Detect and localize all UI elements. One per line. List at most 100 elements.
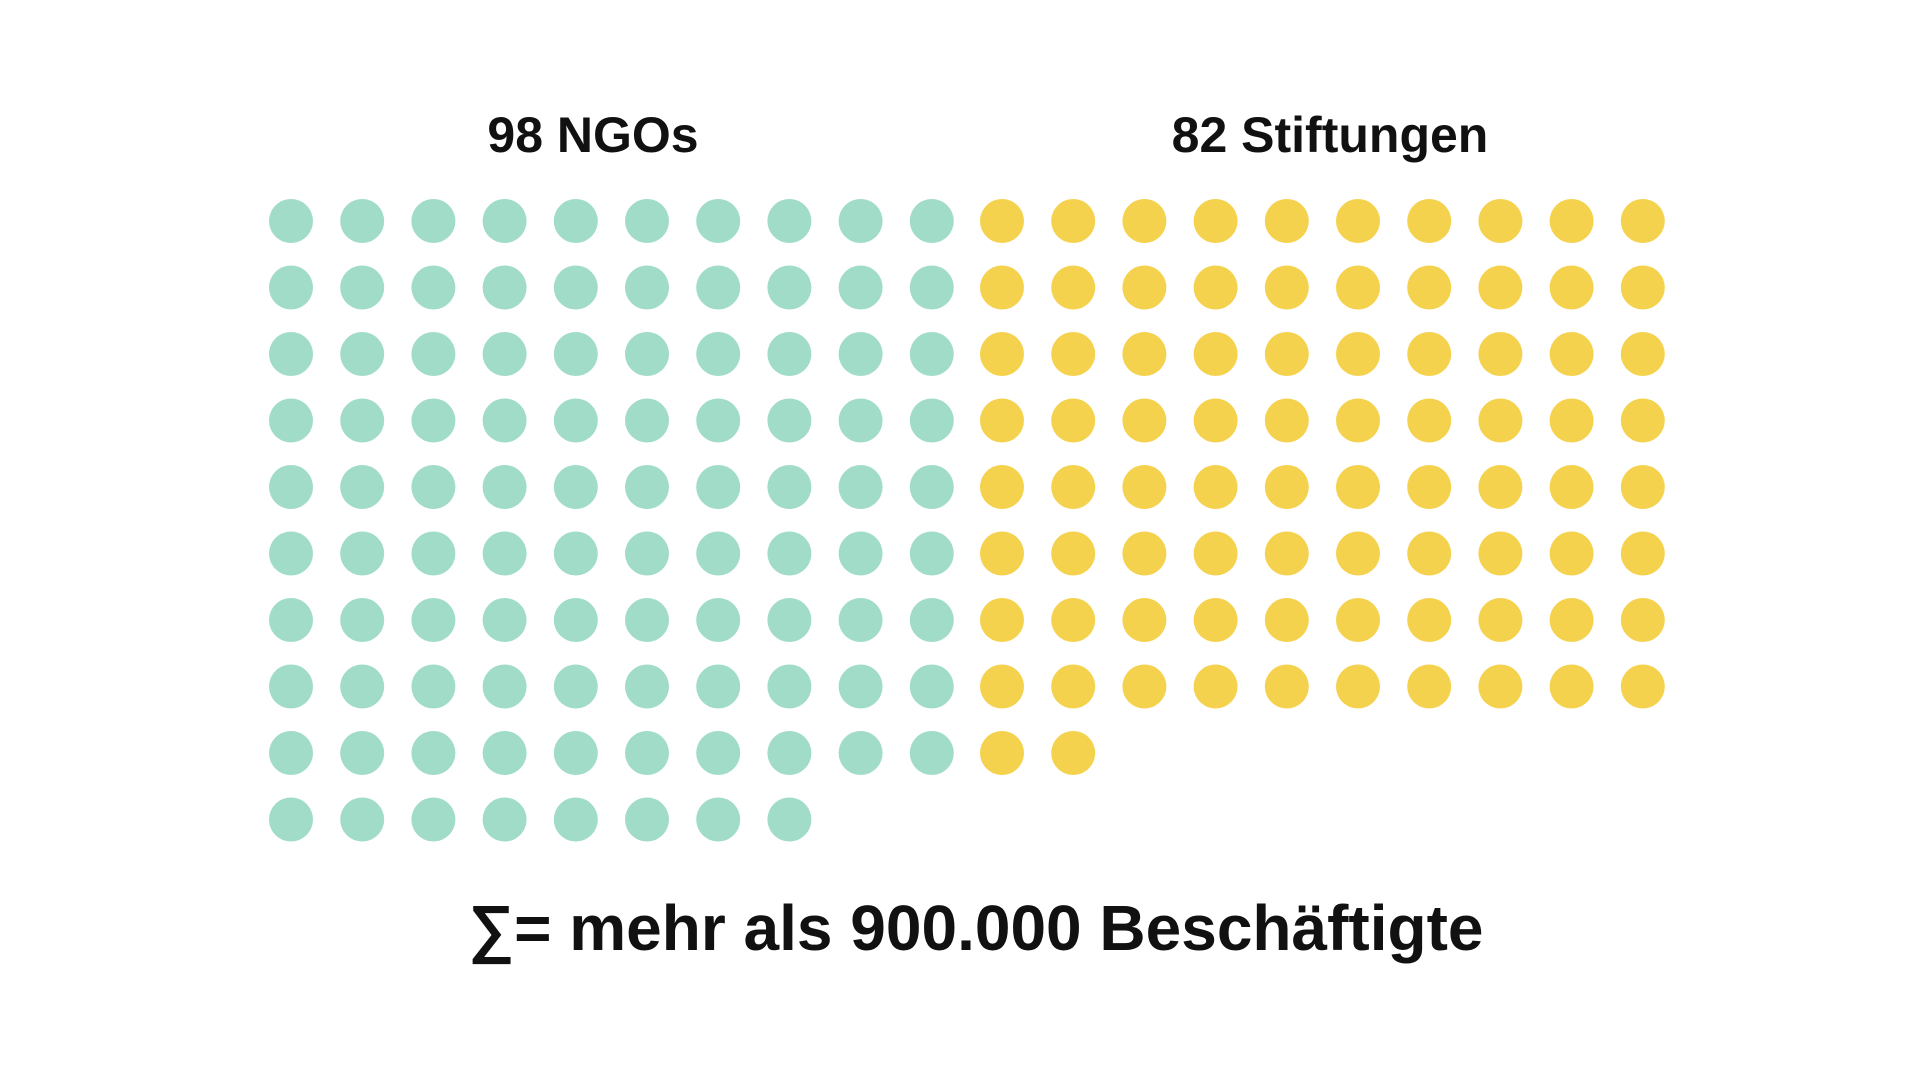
waffle-dot-ngo <box>767 199 812 243</box>
waffle-dot-ngo <box>767 797 812 842</box>
waffle-dot-stiftung <box>980 332 1024 376</box>
waffle-dot-ngo <box>909 332 954 376</box>
waffle-dot-ngo <box>482 465 527 509</box>
waffle-dot-stiftung <box>1549 664 1594 709</box>
waffle-dot-ngo <box>340 531 385 576</box>
waffle-dot-stiftung <box>1193 199 1238 243</box>
waffle-dot-ngo <box>340 797 385 842</box>
waffle-dot-ngo <box>909 465 954 509</box>
waffle-dot-stiftung <box>1407 332 1452 376</box>
waffle-dot-stiftung <box>1193 598 1238 642</box>
waffle-dot-ngo <box>625 465 669 509</box>
waffle-dot-stiftung <box>1264 398 1309 443</box>
waffle-dot-ngo <box>838 531 883 576</box>
waffle-dot-ngo <box>553 797 598 842</box>
waffle-dot-ngo <box>411 465 456 509</box>
waffle-dot-stiftung <box>1407 465 1452 509</box>
waffle-dot-ngo <box>909 199 954 243</box>
waffle-dot-ngo <box>411 797 456 842</box>
waffle-dot-stiftung <box>1336 199 1380 243</box>
waffle-dot-stiftung <box>1407 531 1452 576</box>
waffle-dot-stiftung <box>1336 531 1380 576</box>
waffle-dot-stiftung <box>1478 465 1523 509</box>
waffle-dot-ngo <box>767 398 812 443</box>
waffle-dot-stiftung <box>1193 664 1238 709</box>
waffle-dot-stiftung <box>1122 199 1167 243</box>
waffle-dot-ngo <box>269 797 313 842</box>
waffle-dot-ngo <box>625 265 669 310</box>
waffle-dot-ngo <box>269 265 313 310</box>
waffle-dot-stiftung <box>1620 265 1665 310</box>
waffle-dot-ngo <box>553 332 598 376</box>
waffle-dot-ngo <box>482 265 527 310</box>
waffle-dot-ngo <box>625 664 669 709</box>
waffle-dot-stiftung <box>1051 332 1096 376</box>
waffle-dot-ngo <box>909 265 954 310</box>
waffle-dot-ngo <box>909 664 954 709</box>
waffle-dot-ngo <box>625 598 669 642</box>
waffle-dot-stiftung <box>980 598 1024 642</box>
waffle-dot-stiftung <box>1478 265 1523 310</box>
waffle-dot-stiftung <box>1620 332 1665 376</box>
waffle-dot-ngo <box>340 465 385 509</box>
waffle-dot-ngo <box>340 598 385 642</box>
waffle-dot-stiftung <box>1122 398 1167 443</box>
waffle-dot-ngo <box>269 465 313 509</box>
waffle-dot-stiftung <box>1051 664 1096 709</box>
waffle-dot-stiftung <box>1620 664 1665 709</box>
waffle-dot-ngo <box>553 199 598 243</box>
waffle-dot-stiftung <box>1264 664 1309 709</box>
waffle-dot-stiftung <box>1051 199 1096 243</box>
waffle-dot-ngo <box>696 265 741 310</box>
waffle-dot-ngo <box>269 664 313 709</box>
waffle-dot-stiftung <box>1193 398 1238 443</box>
waffle-dot-ngo <box>696 598 741 642</box>
waffle-dot-ngo <box>838 265 883 310</box>
waffle-dot-stiftung <box>1193 465 1238 509</box>
waffle-dot-ngo <box>625 531 669 576</box>
waffle-dot-ngo <box>625 797 669 842</box>
waffle-dot-stiftung <box>1407 598 1452 642</box>
waffle-dot-stiftung <box>1264 465 1309 509</box>
waffle-dot-ngo <box>838 598 883 642</box>
waffle-dot-ngo <box>838 465 883 509</box>
waffle-dot-stiftung <box>1478 664 1523 709</box>
waffle-dot-ngo <box>625 332 669 376</box>
waffle-dot-stiftung <box>1336 265 1380 310</box>
waffle-dot-stiftung <box>1549 398 1594 443</box>
waffle-dot-ngo <box>909 398 954 443</box>
waffle-dot-stiftung <box>1620 199 1665 243</box>
waffle-dot-ngo <box>625 199 669 243</box>
waffle-dot-stiftung <box>1336 398 1380 443</box>
waffle-dot-stiftung <box>1549 265 1594 310</box>
waffle-dot-ngo <box>269 531 313 576</box>
waffle-dot-ngo <box>767 731 812 775</box>
waffle-dot-stiftung <box>1264 598 1309 642</box>
waffle-dot-stiftung <box>980 398 1024 443</box>
waffle-dot-stiftung <box>1478 199 1523 243</box>
waffle-dot-ngo <box>696 731 741 775</box>
waffle-dot-ngo <box>340 664 385 709</box>
waffle-dot-stiftung <box>1122 598 1167 642</box>
waffle-dot-stiftung <box>1407 664 1452 709</box>
waffle-dot-stiftung <box>1051 398 1096 443</box>
series-label-ngos: 98 NGOs <box>487 107 698 163</box>
waffle-dot-stiftung <box>1051 265 1096 310</box>
waffle-dot-stiftung <box>1122 664 1167 709</box>
waffle-dot-ngo <box>909 731 954 775</box>
total-footer: ∑= mehr als 900.000 Beschäftigte <box>468 892 1483 965</box>
waffle-dot-ngo <box>553 664 598 709</box>
waffle-dot-ngo <box>696 398 741 443</box>
waffle-dot-ngo <box>696 797 741 842</box>
waffle-dot-ngo <box>767 465 812 509</box>
waffle-dot-stiftung <box>1051 731 1096 775</box>
waffle-dot-stiftung <box>980 664 1024 709</box>
waffle-dot-ngo <box>767 332 812 376</box>
waffle-dot-stiftung <box>1620 598 1665 642</box>
waffle-dot-stiftung <box>1122 465 1167 509</box>
waffle-dot-stiftung <box>1407 398 1452 443</box>
waffle-dot-stiftung <box>1193 332 1238 376</box>
waffle-dot-stiftung <box>1620 465 1665 509</box>
waffle-dot-stiftung <box>1336 465 1380 509</box>
